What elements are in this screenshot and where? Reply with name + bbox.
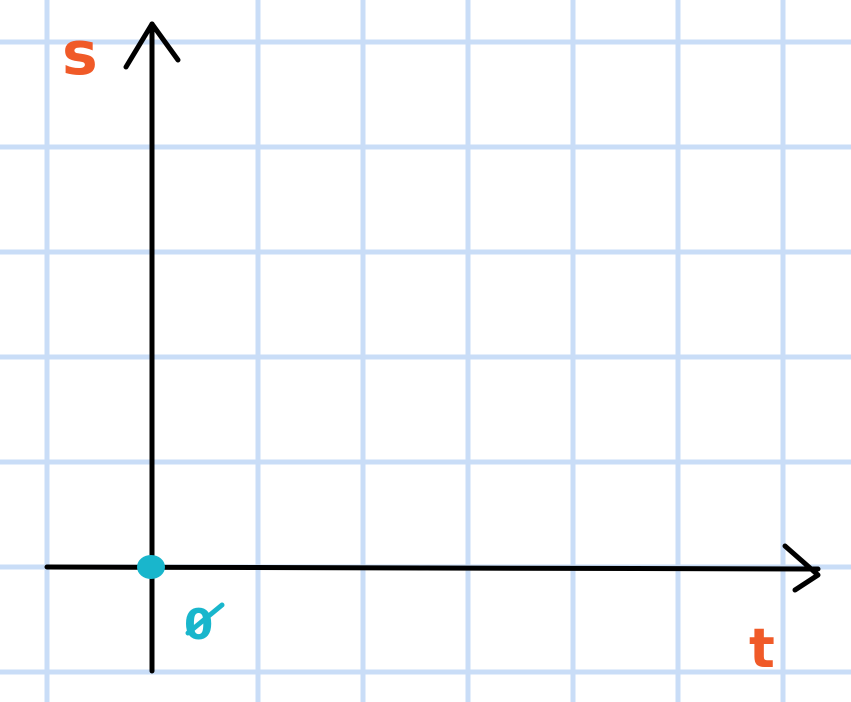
x-axis-label: t <box>749 617 775 680</box>
axes <box>44 21 821 674</box>
origin-dot <box>137 555 165 579</box>
x-axis-arrowhead <box>782 543 821 593</box>
origin-label-slash <box>185 602 225 636</box>
y-axis-arrowhead <box>123 21 181 70</box>
x-axis-line <box>44 564 821 572</box>
y-axis-label: s <box>62 19 98 89</box>
origin-label: 0 <box>184 600 225 649</box>
